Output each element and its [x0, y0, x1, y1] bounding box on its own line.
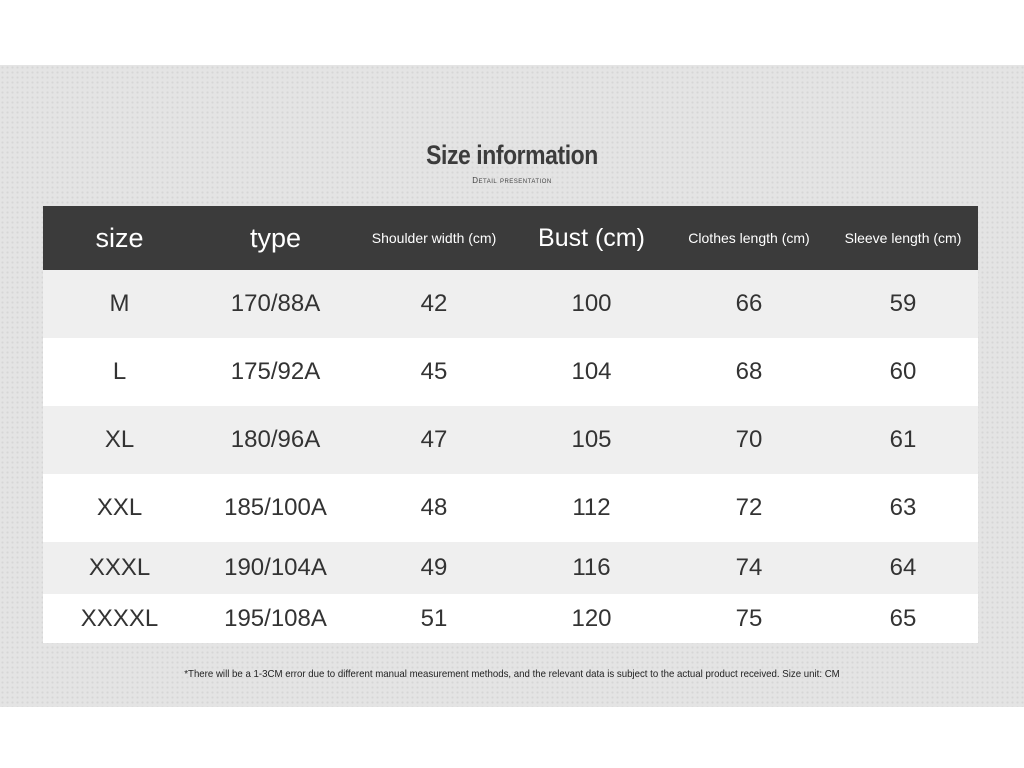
table-cell: 45 — [420, 358, 448, 385]
table-cell: 70 — [735, 426, 763, 453]
table-cell: 49 — [420, 554, 448, 581]
table-cell: 185/100A — [224, 494, 327, 521]
table-cell: XL — [104, 426, 135, 453]
table-cell: XXXXL — [80, 604, 159, 632]
table-cell: L — [112, 358, 127, 385]
header-cell: Shoulder width (cm) — [371, 230, 497, 246]
table-cell: 64 — [889, 554, 917, 581]
table-cell: XXXL — [88, 554, 151, 581]
footnote: *There will be a 1-3CM error due to diff… — [184, 668, 840, 680]
table-cell: XXL — [96, 494, 143, 521]
table-cell: 61 — [889, 426, 917, 453]
table-cell: 63 — [889, 494, 917, 521]
table-cell: 60 — [889, 358, 917, 385]
table-cell: 75 — [735, 604, 763, 632]
table-cell: 180/96A — [230, 426, 321, 453]
table-row: XXXL 190/104A 49 116 74 64 — [43, 542, 978, 594]
table-cell: 105 — [571, 426, 612, 453]
table-cell: 112 — [572, 494, 611, 521]
table-cell: 175/92A — [230, 358, 321, 385]
table-cell: 104 — [571, 358, 612, 385]
header-row: size type Shoulder width (cm) Bust (cm) Clot… — [43, 206, 978, 270]
table-cell: 195/108A — [224, 604, 327, 632]
table-cell: 42 — [420, 290, 448, 317]
subtitle: Detail presentation — [472, 176, 552, 185]
table-cell: 51 — [420, 604, 448, 632]
table-cell: 48 — [420, 494, 448, 521]
table-cell: 59 — [889, 290, 917, 317]
table-cell: 120 — [571, 604, 612, 632]
title: Size information — [426, 140, 598, 170]
table-cell: 100 — [571, 290, 612, 317]
table-cell: M — [109, 290, 130, 317]
table-cell: 116 — [572, 554, 611, 581]
header-cell: Clothes length (cm) — [688, 230, 810, 246]
header-cell: size — [95, 222, 144, 253]
table-cell: 74 — [735, 554, 763, 581]
table-cell: 170/88A — [230, 290, 321, 317]
table-cell: 72 — [735, 494, 763, 521]
table-cell: 66 — [735, 290, 763, 317]
table-row: XL 180/96A 47 105 70 61 — [43, 406, 978, 474]
table-row: XXXXL 195/108A 51 120 75 65 — [43, 594, 978, 643]
size-table: size type Shoulder width (cm) Bust (cm) Clot… — [43, 206, 978, 643]
header-cell: Bust (cm) — [538, 223, 645, 252]
table-row: L 175/92A 45 104 68 60 — [43, 338, 978, 406]
table-cell: 68 — [735, 358, 763, 385]
table-cell: 65 — [889, 604, 917, 632]
header-cell: Sleeve length (cm) — [844, 230, 962, 246]
table-cell: 190/104A — [224, 554, 327, 581]
table-row: XXL 185/100A 48 112 72 63 — [43, 474, 978, 542]
table-cell: 47 — [420, 426, 448, 453]
table-row: M 170/88A 42 100 66 59 — [43, 270, 978, 338]
header-cell: type — [249, 222, 302, 253]
